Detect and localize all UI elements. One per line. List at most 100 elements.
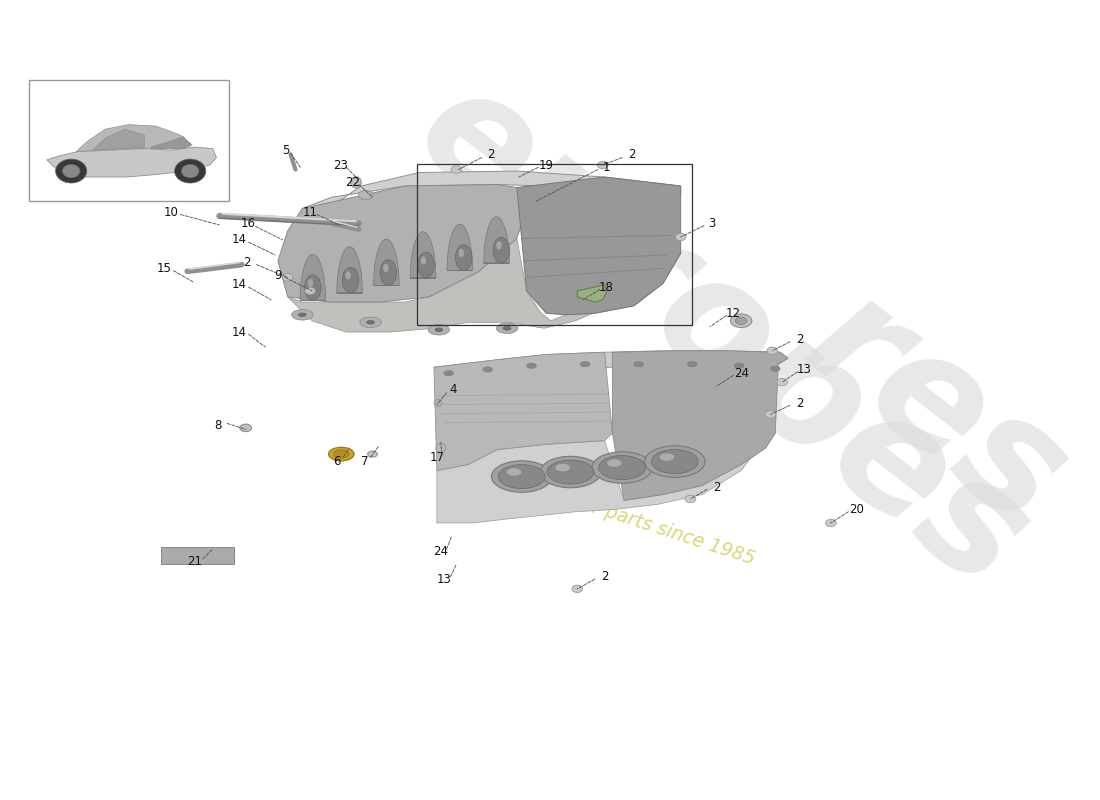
Ellipse shape	[345, 271, 351, 280]
Text: 13: 13	[437, 573, 451, 586]
Polygon shape	[578, 285, 606, 302]
Text: 12: 12	[726, 307, 740, 320]
Ellipse shape	[496, 242, 502, 250]
Text: 8: 8	[213, 419, 221, 432]
Ellipse shape	[492, 461, 552, 492]
Text: 15: 15	[156, 262, 172, 275]
Polygon shape	[337, 246, 362, 293]
Polygon shape	[374, 239, 399, 286]
Ellipse shape	[305, 287, 316, 294]
Ellipse shape	[572, 585, 583, 593]
Polygon shape	[76, 125, 192, 151]
Ellipse shape	[379, 260, 397, 286]
Text: 18: 18	[600, 281, 614, 294]
Ellipse shape	[651, 450, 698, 474]
Polygon shape	[410, 232, 436, 278]
Text: 7: 7	[361, 455, 368, 468]
Text: 2: 2	[487, 148, 494, 161]
Ellipse shape	[421, 256, 427, 265]
Ellipse shape	[434, 328, 442, 332]
Ellipse shape	[292, 310, 313, 320]
Ellipse shape	[607, 459, 621, 467]
Text: 22: 22	[345, 176, 361, 189]
Ellipse shape	[735, 363, 744, 368]
Polygon shape	[278, 185, 527, 302]
Ellipse shape	[383, 264, 388, 272]
Ellipse shape	[660, 454, 674, 461]
Text: 2: 2	[601, 570, 608, 583]
Ellipse shape	[175, 159, 206, 183]
Polygon shape	[517, 177, 681, 315]
Ellipse shape	[685, 495, 696, 502]
Ellipse shape	[366, 321, 374, 324]
Ellipse shape	[342, 267, 359, 293]
Text: 14: 14	[231, 234, 246, 246]
Ellipse shape	[503, 326, 512, 330]
Ellipse shape	[436, 443, 446, 453]
Text: 24: 24	[734, 366, 749, 380]
Ellipse shape	[434, 399, 442, 407]
Text: 17: 17	[429, 450, 444, 463]
Ellipse shape	[598, 455, 646, 479]
Polygon shape	[161, 547, 234, 564]
Ellipse shape	[367, 451, 377, 457]
Text: 11: 11	[302, 206, 318, 218]
Text: 4: 4	[450, 383, 458, 396]
Ellipse shape	[540, 456, 601, 488]
Text: 13: 13	[798, 363, 812, 376]
Ellipse shape	[483, 367, 493, 372]
Ellipse shape	[580, 362, 590, 367]
Ellipse shape	[451, 166, 462, 174]
Ellipse shape	[770, 366, 780, 371]
Ellipse shape	[496, 323, 518, 334]
Ellipse shape	[329, 447, 354, 461]
Ellipse shape	[547, 460, 594, 484]
Polygon shape	[437, 433, 776, 523]
Ellipse shape	[443, 370, 453, 376]
Polygon shape	[613, 350, 788, 501]
Text: a passion for parts since 1985: a passion for parts since 1985	[482, 462, 757, 568]
Text: 14: 14	[231, 278, 246, 291]
Ellipse shape	[767, 347, 778, 354]
Ellipse shape	[597, 162, 608, 169]
Ellipse shape	[418, 252, 434, 278]
Text: 24: 24	[433, 545, 449, 558]
Text: europes: europes	[387, 50, 1056, 621]
Text: res: res	[778, 262, 1096, 558]
Ellipse shape	[675, 233, 686, 241]
Text: 23: 23	[333, 158, 348, 171]
Text: 16: 16	[241, 217, 256, 230]
Text: 3: 3	[708, 217, 716, 230]
Ellipse shape	[63, 164, 80, 178]
Polygon shape	[92, 129, 144, 150]
Text: 10: 10	[163, 206, 178, 218]
Ellipse shape	[498, 465, 546, 489]
Ellipse shape	[507, 468, 521, 476]
Text: 21: 21	[187, 555, 202, 568]
Polygon shape	[47, 147, 217, 177]
Ellipse shape	[493, 238, 509, 263]
Ellipse shape	[351, 177, 361, 188]
Ellipse shape	[360, 317, 382, 327]
Ellipse shape	[298, 313, 306, 317]
Ellipse shape	[359, 190, 373, 199]
Text: 2: 2	[243, 256, 251, 269]
Ellipse shape	[308, 278, 314, 287]
Ellipse shape	[688, 362, 697, 367]
Ellipse shape	[283, 274, 293, 281]
Ellipse shape	[592, 452, 652, 483]
Ellipse shape	[764, 410, 776, 418]
Text: 20: 20	[849, 503, 864, 516]
Polygon shape	[302, 171, 681, 227]
Ellipse shape	[428, 325, 450, 335]
Ellipse shape	[56, 159, 87, 183]
Text: 19: 19	[539, 158, 553, 171]
Polygon shape	[484, 217, 509, 263]
Text: 1: 1	[603, 161, 611, 174]
Text: 5: 5	[282, 143, 289, 157]
Bar	[30, 80, 229, 201]
Polygon shape	[300, 254, 326, 301]
Ellipse shape	[333, 450, 349, 458]
Polygon shape	[434, 352, 613, 470]
Text: 2: 2	[628, 148, 636, 161]
